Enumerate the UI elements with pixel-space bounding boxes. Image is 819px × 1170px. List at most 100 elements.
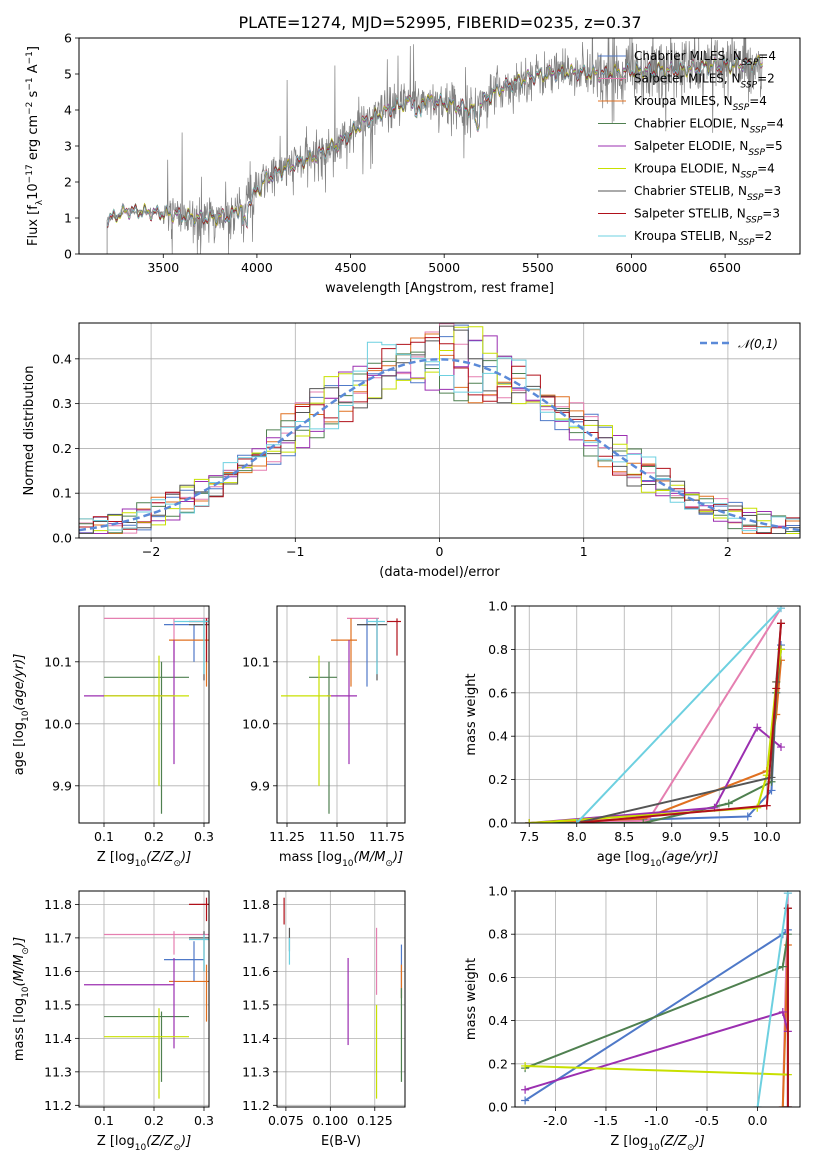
x-tick-label: 6500 xyxy=(709,260,741,275)
axes-age-vs-mass: 11.25 11.50 11.75 9.9 10.0 10.1 xyxy=(242,606,405,844)
y-tick-label: 11.7 xyxy=(44,930,72,945)
plot-frame-age-vs-Z xyxy=(78,605,210,824)
x-axis-label-weight-vs-Z: Z [log10(Z/Z⊙)] xyxy=(610,1134,704,1153)
x-tick-label: 0.1 xyxy=(94,829,114,844)
label-part: ⊙ xyxy=(385,859,393,869)
x-tick-label: 8.5 xyxy=(614,829,634,844)
label-part: −1 xyxy=(25,77,35,90)
weight-marker-7 xyxy=(762,801,771,810)
x-tick-label: 7.5 xyxy=(519,829,539,844)
label-part: λ xyxy=(35,199,45,205)
label-part: (M/M xyxy=(354,850,386,865)
x-tick-label: 5500 xyxy=(522,260,554,275)
weight-marker-4 xyxy=(753,723,762,732)
label-part: 10 xyxy=(135,859,147,869)
y-tick-label: 0.0 xyxy=(52,531,72,546)
y-tick-label: 1.0 xyxy=(488,599,508,614)
label-part: (age/yr)] xyxy=(661,850,718,865)
label-part: ] xyxy=(26,46,41,51)
label-part: SSP xyxy=(733,103,750,113)
axes-mass-vs-ebv: 0.075 0.100 0.125 11.2 11.3 11.4 11.5 11.6 11.7 1… xyxy=(242,891,405,1128)
y-tick-label: 2 xyxy=(64,175,72,190)
weight-marker-3 xyxy=(724,799,733,808)
weight-line-7 xyxy=(576,623,782,823)
label-part: (age/yr)] xyxy=(12,654,27,711)
weight-marker-8 xyxy=(777,606,785,613)
y-tick-label: 0.8 xyxy=(488,927,508,942)
weight-line-1 xyxy=(529,607,782,823)
x-tick-label: 0 xyxy=(436,544,444,559)
x-tick-label: 4000 xyxy=(241,260,273,275)
axes-weight-vs-Z: -2.0 -1.5 -1.0 -0.5 0.0 0.0 0.2 0.4 0.6 0.8 1.0 xyxy=(488,884,800,1128)
x-tick-label: 5000 xyxy=(428,260,460,275)
label-part: 10 xyxy=(135,1143,147,1153)
x-tick-label: -0.5 xyxy=(695,1113,719,1128)
label-part: SSP xyxy=(741,171,758,181)
label-part: age [log xyxy=(12,722,27,775)
label-part: 10 xyxy=(26,183,41,200)
label-part: =4 xyxy=(766,117,784,131)
y-tick-label: 10.1 xyxy=(242,654,270,669)
weight-marker-3 xyxy=(639,819,648,823)
label-part: =3 xyxy=(764,184,782,198)
label-part: 10 xyxy=(21,986,31,998)
weight-marker-4 xyxy=(777,743,785,752)
y-tick-label: 11.2 xyxy=(44,1098,72,1113)
label-part: =3 xyxy=(762,207,780,221)
x-tick-label: 10.0 xyxy=(753,829,781,844)
label-part: SSP xyxy=(742,58,759,68)
y-tick-label: 0.2 xyxy=(488,772,508,787)
y-tick-label: 9.9 xyxy=(250,778,270,793)
label-part: Chabrier ELODIE, N xyxy=(634,117,750,131)
label-part: age [log xyxy=(597,850,650,865)
y-axis-label-weight-vs-age: mass weight xyxy=(464,673,479,755)
label-part: SSP xyxy=(746,216,763,226)
y-tick-label: 0.4 xyxy=(488,729,508,744)
weight-marker-8 xyxy=(783,891,792,898)
label-part: SSP xyxy=(750,126,767,136)
axes-mass-vs-Z: 0.1 0.2 0.3 11.2 11.3 11.4 11.5 11.6 11.7 11.8 xyxy=(44,891,214,1128)
label-part: −2 xyxy=(25,102,35,115)
legend-label-1: Salpeter MILES, NSSP=2 xyxy=(634,72,775,91)
y-tick-label: 0.0 xyxy=(488,816,508,831)
label-part: mass [log xyxy=(279,850,342,865)
y-tick-label: 5 xyxy=(64,67,72,82)
weight-marker-7 xyxy=(783,1103,792,1107)
label-part: Z [log xyxy=(610,1134,648,1149)
weight-marker-4 xyxy=(521,1085,530,1094)
y-tick-label: 11.6 xyxy=(44,964,72,979)
x-axis-label-weight-vs-age: age [log10(age/yr)] xyxy=(597,850,719,869)
weight-marker-5 xyxy=(753,803,762,812)
label-part: SSP xyxy=(747,193,764,203)
y-tick-label: 9.9 xyxy=(52,778,72,793)
x-tick-label: 0.125 xyxy=(357,1113,393,1128)
axes-age-vs-Z: 0.1 0.2 0.3 9.9 10.0 10.1 xyxy=(44,606,214,844)
weight-marker-8 xyxy=(572,819,581,823)
y-axis-label-mass-vs-Z: mass [log10(M/M⊙)] xyxy=(12,937,31,1061)
y-tick-label: 6 xyxy=(64,31,72,46)
y-tick-label: 11.6 xyxy=(242,964,270,979)
label-part: erg cm xyxy=(26,115,41,164)
plot-frame-weight-vs-age xyxy=(514,605,801,824)
x-tick-label: 0.2 xyxy=(144,1113,164,1128)
label-part: Flux [f xyxy=(26,205,41,246)
label-part: )] xyxy=(694,1134,705,1149)
y-tick-label: 11.8 xyxy=(44,897,72,912)
weight-marker-7 xyxy=(772,684,781,693)
label-part: )] xyxy=(180,1134,191,1149)
y-tick-label: 3 xyxy=(64,139,72,154)
y-tick-label: 10.0 xyxy=(242,716,270,731)
y-tick-label: 11.7 xyxy=(242,930,270,945)
label-part: (Z/Z xyxy=(146,1134,174,1149)
legend-label-7: Salpeter STELIB, NSSP=3 xyxy=(634,207,780,226)
label-part: Salpeter STELIB, N xyxy=(634,207,746,221)
weight-line-4 xyxy=(529,725,782,823)
x-tick-label: 11.50 xyxy=(319,829,355,844)
y-tick-label: 0.2 xyxy=(52,441,72,456)
label-part: (Z/Z xyxy=(660,1134,688,1149)
y-tick-label: 11.4 xyxy=(242,1031,270,1046)
label-part: −17 xyxy=(25,164,35,183)
y-axis-label-weight-vs-Z: mass weight xyxy=(464,958,479,1040)
weight-marker-3 xyxy=(778,962,787,971)
label-part: s xyxy=(26,90,41,101)
